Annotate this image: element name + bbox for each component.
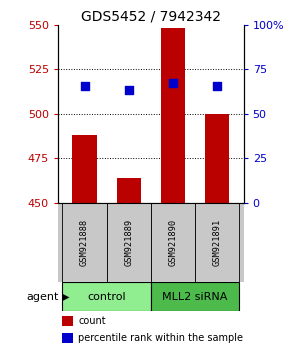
Text: percentile rank within the sample: percentile rank within the sample bbox=[78, 333, 243, 343]
Point bbox=[215, 83, 220, 89]
Text: MLL2 siRNA: MLL2 siRNA bbox=[162, 292, 228, 302]
Bar bbox=[161, 28, 185, 202]
Bar bbox=[62, 316, 73, 326]
Text: GSM921890: GSM921890 bbox=[168, 218, 177, 266]
Bar bbox=[117, 178, 141, 202]
Text: GSM921891: GSM921891 bbox=[213, 218, 222, 266]
Text: control: control bbox=[87, 292, 126, 302]
Bar bbox=[62, 202, 107, 282]
Text: ▶: ▶ bbox=[61, 292, 69, 302]
Point bbox=[82, 83, 87, 89]
Title: GDS5452 / 7942342: GDS5452 / 7942342 bbox=[81, 10, 221, 24]
Bar bbox=[72, 135, 97, 202]
Text: agent: agent bbox=[26, 292, 59, 302]
Text: GSM921888: GSM921888 bbox=[80, 218, 89, 266]
Bar bbox=[195, 202, 239, 282]
Bar bbox=[62, 282, 151, 312]
Bar bbox=[107, 202, 151, 282]
Bar bbox=[151, 202, 195, 282]
Bar bbox=[205, 114, 229, 202]
Bar bbox=[151, 282, 239, 312]
Text: count: count bbox=[78, 316, 106, 326]
Point bbox=[126, 87, 131, 92]
Point bbox=[171, 81, 175, 86]
Bar bbox=[62, 333, 73, 343]
Text: GSM921889: GSM921889 bbox=[124, 218, 133, 266]
